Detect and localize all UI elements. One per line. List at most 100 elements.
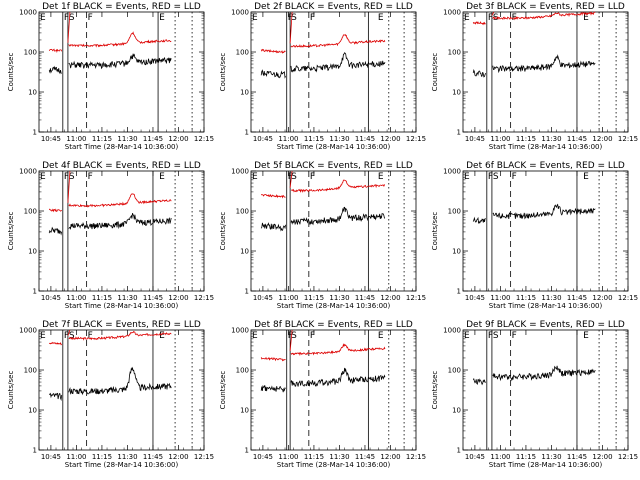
x-tick-label: 11:00 — [66, 294, 86, 302]
interval-marker-label: F — [488, 331, 493, 341]
interval-marker-label: E — [40, 331, 46, 341]
x-tick-label: 12:15 — [194, 453, 214, 461]
y-tick-label: 10 — [452, 248, 461, 256]
x-tick-label: 11:15 — [516, 135, 536, 143]
events-series-line — [472, 378, 486, 386]
plot-frame — [250, 11, 417, 133]
events-series-line — [260, 384, 286, 393]
x-axis-label: Start Time (28-Mar-14 10:36:00) — [489, 302, 603, 310]
x-tick-label: 12:00 — [168, 453, 188, 461]
interval-marker-label: F — [288, 331, 293, 341]
x-tick-label: 10:45 — [41, 294, 61, 302]
interval-marker-label: S — [291, 331, 297, 341]
interval-marker-label: S — [493, 331, 499, 341]
panel-3: Det 3f BLACK = Events, RED = LLD 1 10 100 10… — [431, 2, 638, 151]
events-series-line — [68, 366, 172, 396]
interval-marker-label: F — [512, 172, 517, 182]
x-tick-label: 12:15 — [194, 135, 214, 143]
interval-marker-label: F — [88, 331, 93, 341]
x-tick-label: 12:00 — [168, 294, 188, 302]
x-tick-label: 11:00 — [66, 453, 86, 461]
y-tick-label: 1 — [245, 129, 249, 137]
interval-marker-label: F — [310, 13, 315, 23]
x-tick-label: 11:00 — [278, 453, 298, 461]
x-tick-label: 12:00 — [592, 294, 612, 302]
y-tick-label: 1000 — [443, 327, 461, 335]
interval-marker-label: E — [378, 172, 384, 182]
interval-marker-label: F — [488, 172, 493, 182]
panel-2: Det 2f BLACK = Events, RED = LLD 1 10 100 10… — [219, 2, 426, 151]
x-axis-label: Start Time (28-Mar-14 10:36:00) — [65, 461, 179, 469]
x-tick-label: 11:15 — [92, 135, 112, 143]
interval-marker-label: E — [159, 172, 165, 182]
x-tick-label: 10:45 — [253, 453, 273, 461]
interval-marker-label: S — [69, 331, 75, 341]
x-tick-label: 11:15 — [516, 294, 536, 302]
y-tick-label: 100 — [24, 367, 37, 375]
y-tick-label: 100 — [236, 367, 249, 375]
panel-8: Det 8f BLACK = Events, RED = LLD 1 10 100 10… — [219, 320, 426, 469]
lld-series-line — [290, 179, 386, 193]
x-tick-label: 11:15 — [92, 294, 112, 302]
panel-6: Det 6f BLACK = Events, RED = LLD 1 10 100 10… — [431, 161, 638, 310]
y-tick-label: 100 — [448, 49, 461, 57]
x-tick-label: 12:00 — [380, 453, 400, 461]
x-tick-label: 12:15 — [194, 294, 214, 302]
y-tick-label: 1 — [33, 288, 37, 296]
lld-series-line — [48, 48, 63, 53]
x-axis-label: Start Time (28-Mar-14 10:36:00) — [277, 302, 391, 310]
y-tick-label: 10 — [452, 89, 461, 97]
lld-series-spike — [289, 329, 293, 351]
y-tick-label: 1000 — [19, 327, 37, 335]
events-series-line — [48, 226, 63, 236]
panel-1: Det 1f BLACK = Events, RED = LLD 1 10 100 10… — [7, 2, 214, 151]
x-tick-label: 11:00 — [490, 135, 510, 143]
interval-marker-label: F — [64, 172, 69, 182]
x-axis-label: Start Time (28-Mar-14 10:36:00) — [65, 302, 179, 310]
y-axis-label: Counts/sec — [7, 212, 15, 251]
plot-frame — [462, 329, 629, 451]
interval-marker-label: F — [288, 13, 293, 23]
x-tick-label: 11:30 — [541, 294, 561, 302]
x-tick-label: 11:00 — [278, 135, 298, 143]
x-tick-label: 12:00 — [592, 135, 612, 143]
x-tick-label: 11:45 — [567, 453, 587, 461]
panel-title: Det 8f BLACK = Events, RED = LLD — [254, 320, 413, 330]
y-tick-label: 100 — [448, 208, 461, 216]
x-tick-label: 12:00 — [380, 294, 400, 302]
lld-series-spike — [67, 329, 71, 336]
y-tick-label: 100 — [24, 208, 37, 216]
x-tick-label: 10:45 — [41, 135, 61, 143]
x-tick-label: 10:45 — [253, 294, 273, 302]
interval-marker-label: F — [64, 13, 69, 23]
x-tick-label: 10:45 — [465, 135, 485, 143]
y-tick-label: 100 — [448, 367, 461, 375]
x-tick-label: 11:30 — [117, 294, 137, 302]
lld-series-line — [68, 193, 172, 208]
x-tick-label: 12:15 — [406, 135, 426, 143]
y-tick-label: 1000 — [19, 9, 37, 17]
x-tick-label: 12:00 — [592, 453, 612, 461]
panel-title: Det 3f BLACK = Events, RED = LLD — [466, 2, 625, 12]
plot-frame — [462, 170, 629, 292]
interval-marker-label: E — [378, 13, 384, 23]
x-tick-label: 11:15 — [304, 453, 324, 461]
x-tick-label: 11:45 — [143, 135, 163, 143]
y-tick-label: 1000 — [231, 168, 249, 176]
panel-title: Det 1f BLACK = Events, RED = LLD — [42, 2, 201, 12]
interval-marker-label: S — [69, 172, 75, 182]
y-tick-label: 1 — [245, 447, 249, 455]
x-tick-label: 10:45 — [41, 453, 61, 461]
x-tick-label: 12:00 — [380, 135, 400, 143]
interval-marker-label: E — [583, 13, 589, 23]
x-axis-label: Start Time (28-Mar-14 10:36:00) — [277, 143, 391, 151]
y-tick-label: 10 — [28, 89, 37, 97]
x-tick-label: 10:45 — [465, 294, 485, 302]
y-axis-label: Counts/sec — [219, 212, 227, 251]
lld-series-spike — [67, 170, 71, 203]
plot-frame — [38, 170, 205, 292]
x-tick-label: 12:15 — [618, 453, 638, 461]
x-tick-label: 11:45 — [143, 294, 163, 302]
x-tick-label: 11:00 — [278, 294, 298, 302]
